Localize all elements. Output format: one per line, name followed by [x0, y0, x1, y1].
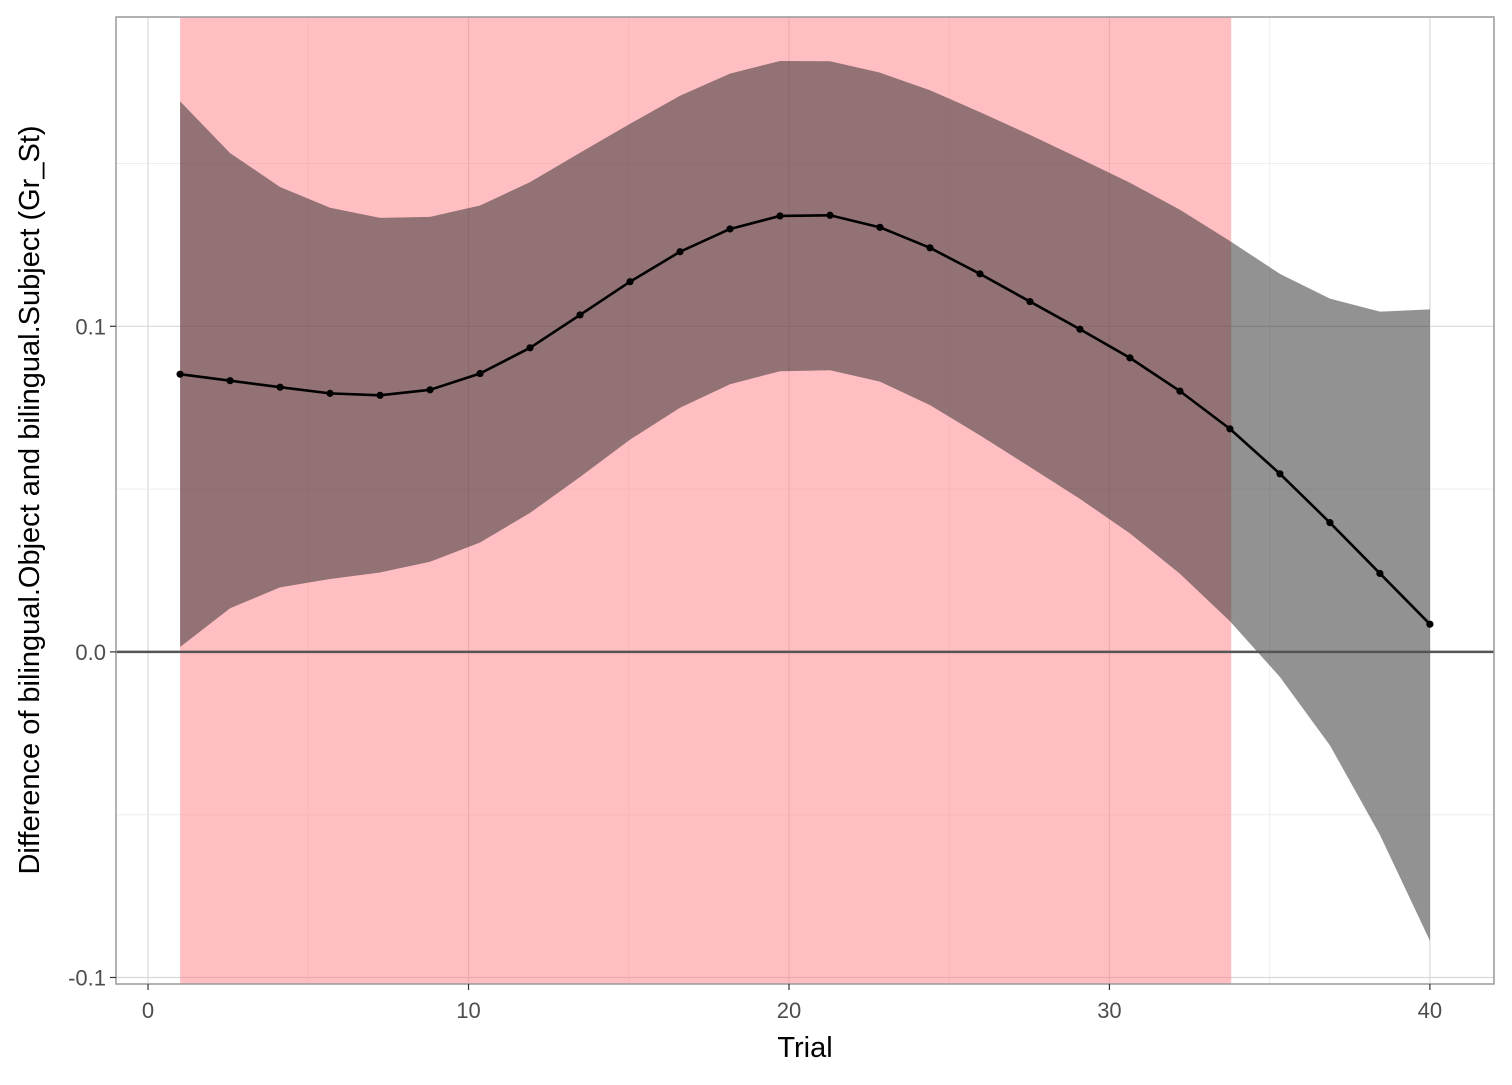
data-point: [526, 344, 534, 352]
x-tick-label: 20: [777, 998, 801, 1023]
x-tick-label: 30: [1097, 998, 1121, 1023]
data-point: [576, 311, 584, 319]
x-axis-title: Trial: [777, 1032, 832, 1064]
x-tick-label: 10: [456, 998, 480, 1023]
data-point: [1176, 387, 1184, 395]
data-point: [376, 391, 384, 399]
x-axis-ticks: 0 10 20 30 40: [142, 984, 1442, 1023]
data-point: [1326, 519, 1334, 527]
data-point: [1376, 569, 1384, 578]
data-point: [226, 377, 234, 385]
y-axis-title: Difference of bilingual.Object and bilin…: [14, 125, 46, 874]
data-point: [1426, 620, 1434, 628]
x-tick-label: 0: [142, 998, 154, 1023]
confidence-layer: [180, 60, 1430, 941]
y-tick-label: 0.0: [75, 640, 106, 665]
data-point: [1076, 325, 1084, 333]
data-point: [1126, 354, 1134, 362]
data-point: [776, 212, 784, 220]
data-point: [876, 223, 884, 231]
data-point: [826, 211, 834, 219]
data-point: [726, 225, 734, 233]
points-layer: [176, 211, 1434, 628]
y-tick-label: -0.1: [68, 965, 106, 990]
y-axis-ticks: -0.1 0.0 0.1: [68, 314, 116, 990]
data-point: [276, 383, 284, 391]
data-point: [1026, 297, 1034, 306]
data-point: [1226, 425, 1234, 433]
data-point: [926, 244, 934, 252]
data-point: [626, 278, 634, 286]
data-point: [326, 389, 334, 397]
panel-border: [115, 16, 1495, 985]
data-point: [426, 386, 434, 394]
y-tick-label: 0.1: [75, 314, 106, 339]
border-layer: [115, 16, 1495, 985]
data-point: [676, 248, 684, 256]
data-point: [176, 370, 184, 378]
confidence-ribbon: [180, 60, 1430, 941]
data-point: [1276, 470, 1284, 478]
x-tick-label: 40: [1418, 998, 1442, 1023]
data-point: [476, 369, 484, 378]
data-point: [976, 270, 984, 278]
line-layer: [179, 213, 1431, 626]
estimate-line: [179, 213, 1431, 626]
